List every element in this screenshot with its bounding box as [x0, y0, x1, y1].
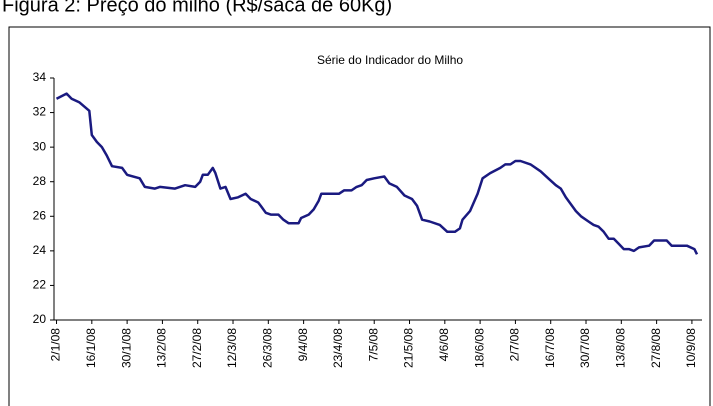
x-tick-label: 18/6/08: [472, 328, 486, 368]
x-tick-label: 23/4/08: [331, 328, 345, 368]
x-tick-label: 4/6/08: [437, 328, 451, 362]
price-line: [55, 92, 699, 255]
x-tick-label: 2/1/08: [49, 328, 63, 362]
x-tick-label: 13/2/08: [155, 328, 169, 368]
x-tick-label: 13/8/08: [613, 328, 627, 368]
x-tick-label: 16/1/08: [84, 328, 98, 368]
x-tick-label: 27/8/08: [649, 328, 663, 368]
y-tick-label: 30: [33, 139, 47, 153]
x-tick-label: 30/7/08: [578, 328, 592, 368]
y-tick-label: 32: [33, 105, 47, 119]
y-tick-label: 22: [33, 278, 47, 292]
x-tick-label: 27/2/08: [190, 328, 204, 368]
x-tick-label: 2/7/08: [508, 328, 522, 362]
y-tick-label: 28: [33, 174, 47, 188]
figure-heading: Figura 2: Preço do milho (R$/saca de 60K…: [2, 0, 392, 16]
chart-title: Série do Indicador do Milho: [317, 53, 463, 67]
y-tick-label: 24: [33, 243, 47, 257]
y-tick-label: 26: [33, 208, 47, 222]
x-tick-label: 16/7/08: [543, 328, 557, 368]
x-tick-label: 12/3/08: [225, 328, 239, 368]
x-tick-label: 30/1/08: [119, 328, 133, 368]
y-tick-label: 34: [33, 70, 47, 84]
chart-frame: [8, 26, 711, 406]
x-tick-label: 9/4/08: [296, 328, 310, 362]
x-tick-label: 21/5/08: [402, 328, 416, 368]
x-tick-label: 7/5/08: [366, 328, 380, 362]
x-tick-label: 26/3/08: [260, 328, 274, 368]
y-tick-label: 20: [33, 312, 47, 326]
x-tick-label: 10/9/08: [684, 328, 698, 368]
